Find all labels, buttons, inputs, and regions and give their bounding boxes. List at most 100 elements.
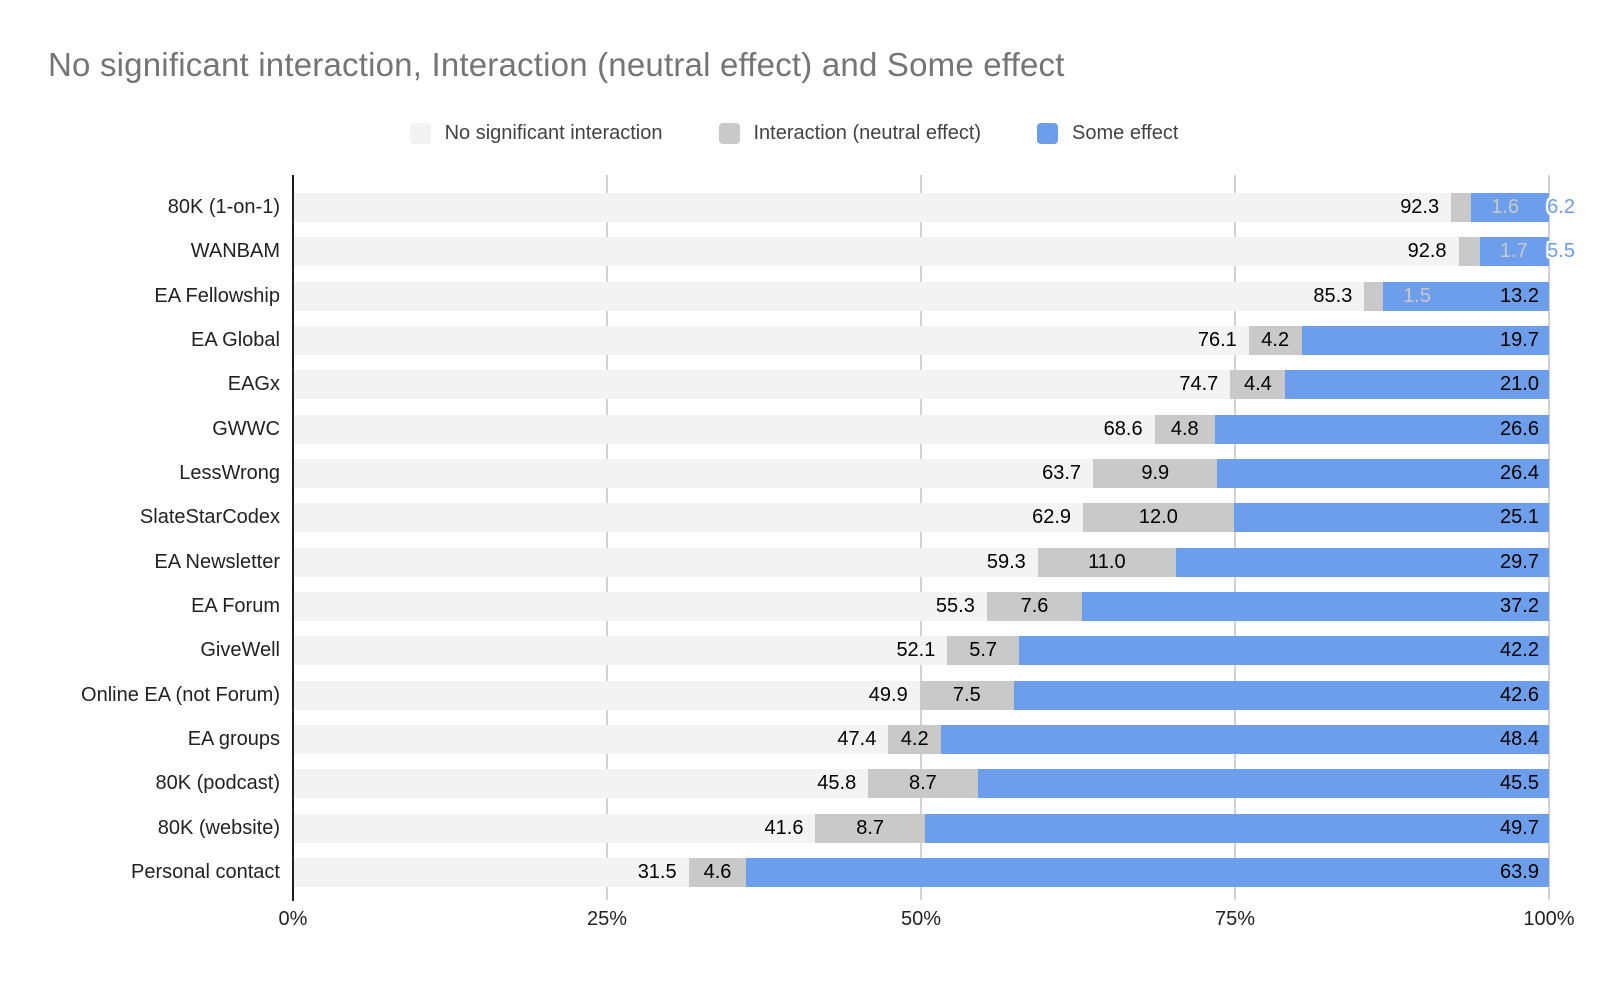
category-label: EA Fellowship bbox=[154, 284, 280, 307]
gridline-25 bbox=[606, 175, 608, 900]
bar-segment-1[interactable]: 12.0 bbox=[1083, 503, 1234, 533]
value-label: 4.2 bbox=[1261, 328, 1290, 351]
bar-segment-0[interactable]: 62.9 bbox=[293, 503, 1084, 533]
bar-segment-2[interactable]: 48.4 bbox=[941, 724, 1549, 754]
value-label: 8.7 bbox=[908, 772, 937, 795]
bar-segment-0[interactable]: 47.4 bbox=[293, 724, 889, 754]
category-label: EAGx bbox=[227, 373, 280, 396]
value-label: 12.0 bbox=[1138, 506, 1178, 529]
value-label: 29.7 bbox=[1500, 550, 1539, 573]
category-label: GiveWell bbox=[200, 639, 280, 662]
bar-segment-0[interactable]: 59.3 bbox=[293, 547, 1038, 577]
bar-segment-2[interactable]: 26.6 bbox=[1214, 414, 1549, 444]
bar-segment-0[interactable]: 63.7 bbox=[293, 458, 1094, 488]
x-axis-tick-label: 75% bbox=[1214, 908, 1256, 930]
legend-swatch-icon bbox=[718, 123, 740, 144]
bar-segment-0[interactable]: 68.6 bbox=[293, 414, 1155, 444]
bar-segment-0[interactable]: 74.7 bbox=[293, 370, 1231, 400]
bar-segment-2[interactable]: 42.2 bbox=[1018, 636, 1549, 666]
legend-label: No significant interaction bbox=[444, 122, 663, 144]
bar-segment-1[interactable]: 11.0 bbox=[1037, 547, 1176, 577]
bar-segment-0[interactable]: 52.1 bbox=[293, 636, 948, 666]
value-label: 9.9 bbox=[1141, 461, 1170, 484]
value-label: 92.8 bbox=[1407, 240, 1447, 263]
bar-segment-1[interactable]: 7.5 bbox=[919, 680, 1014, 710]
value-label: 74.7 bbox=[1179, 373, 1219, 396]
value-label: 68.6 bbox=[1103, 417, 1143, 440]
bar-row: GWWC 68.6 4.8 26.6 bbox=[212, 414, 1549, 444]
bar-segment-2[interactable]: 6.2 bbox=[1471, 193, 1575, 222]
bar-segment-2[interactable]: 19.7 bbox=[1301, 325, 1549, 355]
bar-segment-2[interactable]: 45.5 bbox=[977, 769, 1549, 799]
bar-row: EA Global 76.1 4.2 19.7 bbox=[191, 325, 1549, 355]
bar-segment-0[interactable]: 41.6 bbox=[293, 813, 816, 843]
value-label: 42.2 bbox=[1500, 639, 1539, 662]
gridline-50 bbox=[920, 175, 922, 900]
bar-segment-2[interactable]: 13.2 bbox=[1383, 281, 1549, 311]
bar-segment-0[interactable]: 49.9 bbox=[293, 680, 920, 710]
bar-segment-0[interactable]: 31.5 bbox=[293, 857, 689, 887]
legend-item-2[interactable]: Some effect bbox=[1037, 122, 1178, 145]
legend-swatch-icon bbox=[1037, 123, 1059, 144]
bar-segment-0[interactable]: 55.3 bbox=[293, 591, 987, 621]
bar-segment-2[interactable]: 21.0 bbox=[1285, 370, 1549, 400]
bar-segment-1[interactable]: 9.9 bbox=[1093, 458, 1218, 488]
value-label: 5.5 bbox=[1547, 240, 1575, 263]
legend-item-1[interactable]: Interaction (neutral effect) bbox=[718, 122, 981, 145]
bar-segment-0[interactable]: 76.1 bbox=[293, 325, 1249, 355]
y-axis-line bbox=[292, 175, 294, 901]
bar-segment-2[interactable]: 5.5 bbox=[1479, 237, 1575, 267]
bar-segment-1[interactable]: 1.5 bbox=[1364, 281, 1431, 311]
value-label: 41.6 bbox=[764, 816, 804, 839]
value-label: 5.7 bbox=[969, 639, 998, 662]
category-label: Online EA (not Forum) bbox=[81, 683, 280, 706]
bar-row: EAGx 74.7 4.4 21.0 bbox=[228, 370, 1549, 400]
x-axis-tick-label: 50% bbox=[900, 908, 942, 930]
bar-segment-0[interactable]: 92.8 bbox=[293, 237, 1459, 267]
bar-segment-1[interactable]: 4.8 bbox=[1154, 414, 1215, 444]
bar-segment-2[interactable]: 63.9 bbox=[746, 857, 1549, 887]
bar-segment-1[interactable]: 1.7 bbox=[1458, 237, 1528, 267]
bar-segment-1[interactable]: 5.7 bbox=[947, 636, 1019, 666]
bar-row: Online EA (not Forum) 49.9 7.5 42.6 bbox=[81, 680, 1549, 710]
value-label: 49.9 bbox=[868, 683, 908, 706]
bar-segment-2[interactable]: 25.1 bbox=[1233, 503, 1549, 533]
value-label: 47.4 bbox=[837, 727, 877, 750]
bar-row: LessWrong 63.7 9.9 26.4 bbox=[179, 458, 1549, 488]
category-label: 80K (1-on-1) bbox=[167, 196, 280, 218]
bar-segment-2[interactable]: 49.7 bbox=[924, 813, 1549, 843]
bar-segment-0[interactable]: 92.3 bbox=[293, 193, 1452, 222]
bar-segment-1[interactable]: 7.6 bbox=[986, 591, 1083, 621]
bar-segment-2[interactable]: 26.4 bbox=[1217, 458, 1549, 488]
bar-segment-1[interactable]: 8.7 bbox=[815, 813, 925, 843]
legend-item-0[interactable]: No significant interaction bbox=[409, 122, 663, 145]
value-label: 21.0 bbox=[1500, 373, 1539, 396]
bar-row: EA Newsletter 59.3 11.0 29.7 bbox=[154, 547, 1549, 577]
bar-segment-0[interactable]: 45.8 bbox=[293, 769, 869, 799]
bar-segment-2[interactable]: 37.2 bbox=[1082, 591, 1549, 621]
value-label: 76.1 bbox=[1197, 328, 1237, 351]
value-label: 49.7 bbox=[1500, 816, 1539, 839]
plot-area: 80K (1-on-1) 92.3 1.6 6.2 WANBAM 92.8 1.7 5.5 EA… bbox=[81, 175, 1575, 930]
value-label: 45.5 bbox=[1500, 772, 1539, 795]
bar-segment-1[interactable]: 4.2 bbox=[1248, 325, 1302, 355]
bar-row: WANBAM 92.8 1.7 5.5 bbox=[191, 237, 1575, 267]
bar-segment-1[interactable]: 4.2 bbox=[888, 724, 942, 754]
value-label: 4.4 bbox=[1243, 373, 1272, 396]
legend-label: Some effect bbox=[1072, 122, 1179, 144]
bar-segment-0[interactable]: 85.3 bbox=[293, 281, 1365, 311]
bar-row: EA groups 47.4 4.2 48.4 bbox=[188, 724, 1549, 754]
bar-segment-1[interactable]: 1.6 bbox=[1451, 193, 1519, 222]
bar-segment-2[interactable]: 42.6 bbox=[1013, 680, 1549, 710]
category-label: SlateStarCodex bbox=[139, 506, 280, 529]
value-label: 52.1 bbox=[896, 639, 936, 662]
bar-segment-2[interactable]: 29.7 bbox=[1175, 547, 1549, 577]
value-label: 42.6 bbox=[1500, 683, 1539, 706]
value-label: 11.0 bbox=[1088, 550, 1126, 573]
category-label: EA Forum bbox=[191, 594, 280, 617]
value-label: 8.7 bbox=[856, 816, 885, 839]
bar-segment-1[interactable]: 4.4 bbox=[1230, 370, 1286, 400]
category-label: EA Global bbox=[191, 328, 280, 351]
bar-segment-1[interactable]: 8.7 bbox=[868, 769, 978, 799]
bar-segment-1[interactable]: 4.6 bbox=[688, 857, 747, 887]
